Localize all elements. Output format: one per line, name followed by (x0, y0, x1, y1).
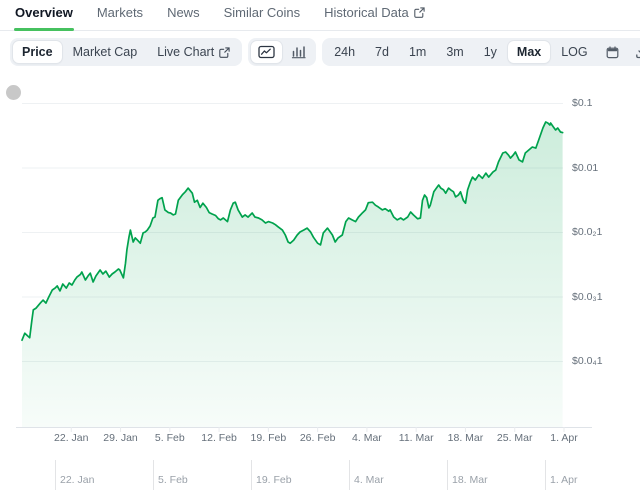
x-axis-label: 26. Feb (299, 432, 336, 444)
date-range-button[interactable] (599, 41, 626, 63)
tab-markets-label: Markets (96, 5, 144, 20)
live-chart-button[interactable]: Live Chart (148, 41, 239, 63)
range-7d-button[interactable]: 7d (366, 41, 398, 63)
live-chart-button-label: Live Chart (157, 45, 215, 59)
price-button-label: Price (22, 45, 53, 59)
tab-historical-data[interactable]: Historical Data (323, 5, 426, 30)
external-link-icon (219, 46, 230, 58)
x-axis-label: 19. Feb (250, 432, 287, 444)
tab-historical-data-label: Historical Data (324, 5, 409, 20)
chart-type-toggle-group (248, 38, 317, 66)
market-cap-button[interactable]: Market Cap (64, 41, 147, 63)
market-cap-button-label: Market Cap (72, 45, 138, 59)
navigator-gridline (55, 460, 56, 490)
x-axis-label: 4. Mar (352, 432, 382, 444)
navigator-label: 22. Jan (60, 474, 95, 486)
range-toggle-group: 24h 7d 1m 3m 1y Max LOG (322, 38, 640, 66)
range-1m-button[interactable]: 1m (400, 41, 435, 63)
coin-tabs: Overview Markets News Similar Coins Hist… (0, 0, 640, 31)
chart-canvas[interactable] (0, 66, 640, 446)
range-max-button[interactable]: Max (507, 41, 551, 63)
navigator-gridline (447, 460, 448, 490)
range-7d-label: 7d (375, 45, 389, 59)
y-axis-label: $0.0₄1 (572, 355, 603, 367)
navigator-label: 5. Feb (158, 474, 188, 486)
x-axis-label: 5. Feb (154, 432, 185, 444)
navigator-label: 18. Mar (452, 474, 488, 486)
tab-overview-label: Overview (15, 5, 73, 20)
line-chart-type-button[interactable] (251, 41, 283, 63)
price-area-fill (22, 122, 563, 427)
y-axis-label: $0.0₂1 (572, 226, 603, 238)
download-icon (635, 46, 640, 59)
tab-markets[interactable]: Markets (96, 5, 144, 30)
navigator-gridline (251, 460, 252, 490)
log-scale-label: LOG (561, 45, 588, 59)
range-1y-label: 1y (483, 45, 497, 59)
price-line (21, 121, 564, 342)
x-axis-label: 18. Mar (447, 432, 484, 444)
tab-similar-coins-label: Similar Coins (223, 5, 301, 20)
active-tab-underline (14, 28, 74, 31)
tab-similar-coins[interactable]: Similar Coins (223, 5, 302, 30)
bar-chart-icon (291, 45, 306, 59)
calendar-icon (606, 45, 619, 59)
tab-news-label: News (167, 5, 200, 20)
metric-toggle-group: Price Market Cap Live Chart (10, 38, 243, 66)
navigator-label: 1. Apr (550, 474, 578, 486)
range-3m-button[interactable]: 3m (437, 41, 472, 63)
x-axis-label: 1. Apr (550, 432, 578, 444)
range-1y-button[interactable]: 1y (475, 41, 506, 63)
chart-navigator[interactable]: 22. Jan 5. Feb 19. Feb 4. Mar 18. Mar 1. Apr (0, 446, 640, 497)
navigator-label: 19. Feb (256, 474, 292, 486)
price-button[interactable]: Price (13, 41, 62, 63)
chart-toolbar: Price Market Cap Live Chart (10, 38, 640, 66)
x-axis-label: 29. Jan (103, 432, 138, 444)
x-axis-label: 11. Mar (398, 432, 434, 444)
external-link-icon (413, 7, 425, 18)
line-chart-icon (258, 45, 275, 59)
log-scale-button[interactable]: LOG (552, 41, 596, 63)
tab-news[interactable]: News (166, 5, 201, 30)
price-chart[interactable]: $0.1 $0.01 $0.0₂1 $0.0₃1 $0.0₄1 22. Jan 29. Ja… (0, 66, 640, 446)
navigator-label: 4. Mar (354, 474, 384, 486)
bar-chart-type-button[interactable] (284, 41, 313, 63)
download-button[interactable] (628, 41, 640, 63)
range-max-label: Max (516, 45, 542, 59)
tab-overview[interactable]: Overview (14, 5, 74, 31)
y-axis-label: $0.01 (572, 161, 599, 174)
coin-logo-placeholder (6, 85, 21, 100)
navigator-gridline (349, 460, 350, 490)
y-axis-label: $0.0₃1 (572, 290, 603, 303)
navigator-gridline (545, 460, 546, 490)
range-1m-label: 1m (408, 45, 427, 59)
range-3m-label: 3m (446, 45, 464, 59)
range-24h-button[interactable]: 24h (325, 41, 364, 63)
x-axis-label: 25. Mar (496, 432, 533, 444)
y-axis-label: $0.1 (572, 97, 593, 109)
x-axis-label: 22. Jan (54, 432, 89, 444)
navigator-gridline (153, 460, 154, 490)
x-axis-label: 12. Feb (201, 432, 237, 444)
range-24h-label: 24h (334, 45, 356, 59)
